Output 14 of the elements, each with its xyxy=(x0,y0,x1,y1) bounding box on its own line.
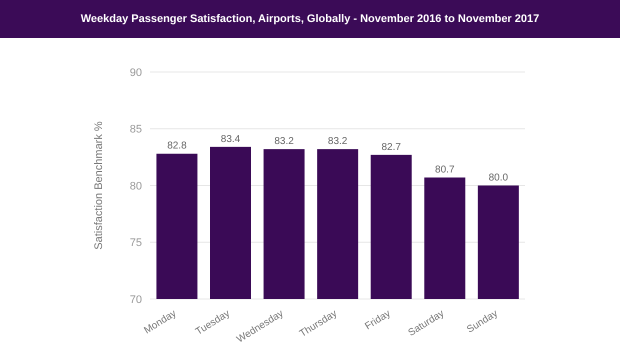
y-tick-label: 85 xyxy=(130,124,142,136)
data-label: 83.2 xyxy=(328,136,348,148)
y-tick-label: 70 xyxy=(130,294,142,306)
data-label: 82.8 xyxy=(167,140,188,152)
y-tick-label: 90 xyxy=(130,66,142,79)
data-label: 82.7 xyxy=(381,142,402,153)
chart-title: Weekday Passenger Satisfaction, Airports, Globally - November 2016 to November 2017 xyxy=(0,0,620,38)
y-axis-title: Satisfaction Benchmark % xyxy=(92,121,105,250)
y-tick-label: 75 xyxy=(130,237,142,250)
y-tick-label: 80 xyxy=(130,180,142,192)
data-label: 80.0 xyxy=(488,172,509,184)
data-label: 80.7 xyxy=(435,164,455,176)
data-label: 83.2 xyxy=(274,136,294,148)
data-label: 83.4 xyxy=(220,134,241,145)
